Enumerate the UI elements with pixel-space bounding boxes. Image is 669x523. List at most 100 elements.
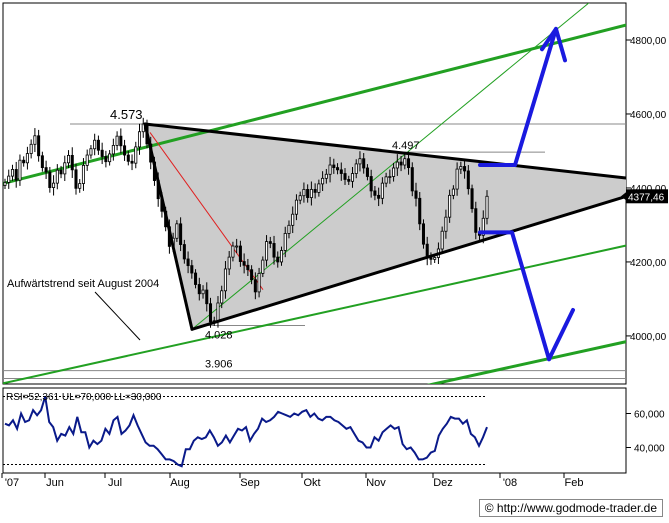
candle-body (59, 169, 63, 175)
last-price-marker (621, 192, 626, 201)
candle-body (78, 183, 82, 189)
label-uptrend-pointer (94, 291, 141, 341)
candle-body (463, 166, 467, 172)
candle-body (451, 188, 455, 196)
candle-body (63, 162, 67, 175)
candle-body (37, 135, 41, 157)
candle-body (410, 167, 414, 192)
candle-body (287, 224, 291, 234)
candle-body (111, 145, 115, 155)
candle-body (208, 303, 213, 323)
candle-body (395, 161, 399, 169)
candle-body (227, 256, 231, 270)
candle-body (306, 189, 310, 198)
candle-body (81, 164, 85, 184)
candle-body (358, 158, 362, 165)
candle-body (302, 189, 306, 197)
candle-body (250, 269, 254, 281)
candle-body (201, 289, 205, 295)
breakout-up-arrowhead (540, 26, 567, 63)
candle-body (347, 179, 351, 182)
candle-body (14, 169, 18, 181)
candle-body (22, 159, 26, 164)
y-tick-label: 4200,00 (630, 258, 667, 269)
candle-body (223, 268, 227, 292)
candle-body (33, 135, 37, 145)
candle-body (182, 244, 186, 260)
x-tick-label: Feb (565, 477, 584, 489)
candle-body (272, 243, 276, 258)
candle-body (324, 173, 328, 179)
triangle-lower-edge (190, 194, 626, 331)
candle-body (440, 230, 444, 250)
candle-body (186, 258, 190, 267)
candle-body (123, 145, 127, 156)
candle-body (235, 245, 239, 248)
candle-body (10, 169, 14, 177)
breakout-down-arrow (478, 230, 551, 362)
candle-body (298, 195, 302, 201)
rsi-line (4, 396, 488, 468)
rsi-y-tick-label: 40,000 (634, 444, 665, 455)
x-tick-label: Sep (240, 477, 260, 489)
candle-body (194, 272, 198, 285)
candle-body (7, 175, 11, 183)
triangle-area (145, 123, 626, 330)
x-tick-label: Jun (46, 477, 64, 489)
candle-body (294, 199, 298, 215)
x-tick-label: Nov (366, 477, 386, 489)
candle-body (466, 170, 470, 190)
candle-body (257, 272, 261, 293)
last-price-box (626, 189, 668, 204)
candle-body (29, 143, 33, 154)
x-tick-label: Okt (303, 477, 320, 489)
candle-body (242, 261, 246, 266)
candle-body (377, 194, 381, 199)
candle-body (108, 153, 112, 163)
rsi-label: RSI=52,361 UL=70,000 LL=30,000 (6, 392, 162, 403)
candle-body (317, 183, 321, 193)
upper-channel-line (3, 23, 626, 186)
candle-body (100, 149, 104, 157)
candle-body (179, 223, 183, 245)
candle-body (399, 161, 403, 166)
candle-body (70, 154, 74, 171)
candle-body (362, 158, 366, 169)
x-tick-label: Dez (433, 477, 453, 489)
candle-body (350, 173, 355, 182)
candle-body (418, 197, 422, 225)
x-tick-label: Jul (108, 477, 122, 489)
candle-body (365, 167, 369, 177)
label-4028: 4.028 (205, 330, 233, 342)
candle-body (403, 158, 407, 166)
candle-body (380, 182, 384, 199)
candle-body (313, 189, 317, 193)
candle-body (336, 167, 340, 171)
candle-body (279, 250, 284, 263)
candle-body (48, 171, 52, 188)
candle-body (444, 216, 448, 232)
candle-body (265, 241, 269, 261)
candle-body (328, 164, 332, 175)
candle-body (40, 155, 44, 169)
candle-body (231, 245, 235, 258)
candle-body (246, 264, 250, 271)
candle-body (197, 284, 201, 295)
breakout-up-arrow (478, 26, 558, 168)
candle-body (459, 166, 463, 170)
candle-body (384, 176, 388, 184)
y-tick-label: 4600,00 (630, 110, 667, 121)
candle-body (175, 223, 179, 239)
candle-body (369, 176, 373, 192)
candle-body (421, 223, 426, 245)
candle-body (216, 302, 220, 322)
watermark[interactable]: © http://www.godmode-trader.de (478, 499, 663, 517)
triangle-left-edge (143, 122, 194, 331)
candle-body (137, 131, 142, 148)
y-tick-label: 4000,00 (630, 332, 667, 343)
candle-body (126, 154, 130, 162)
label-4573: 4.573 (110, 107, 143, 122)
candle-body (414, 190, 418, 199)
candle-body (392, 167, 396, 177)
